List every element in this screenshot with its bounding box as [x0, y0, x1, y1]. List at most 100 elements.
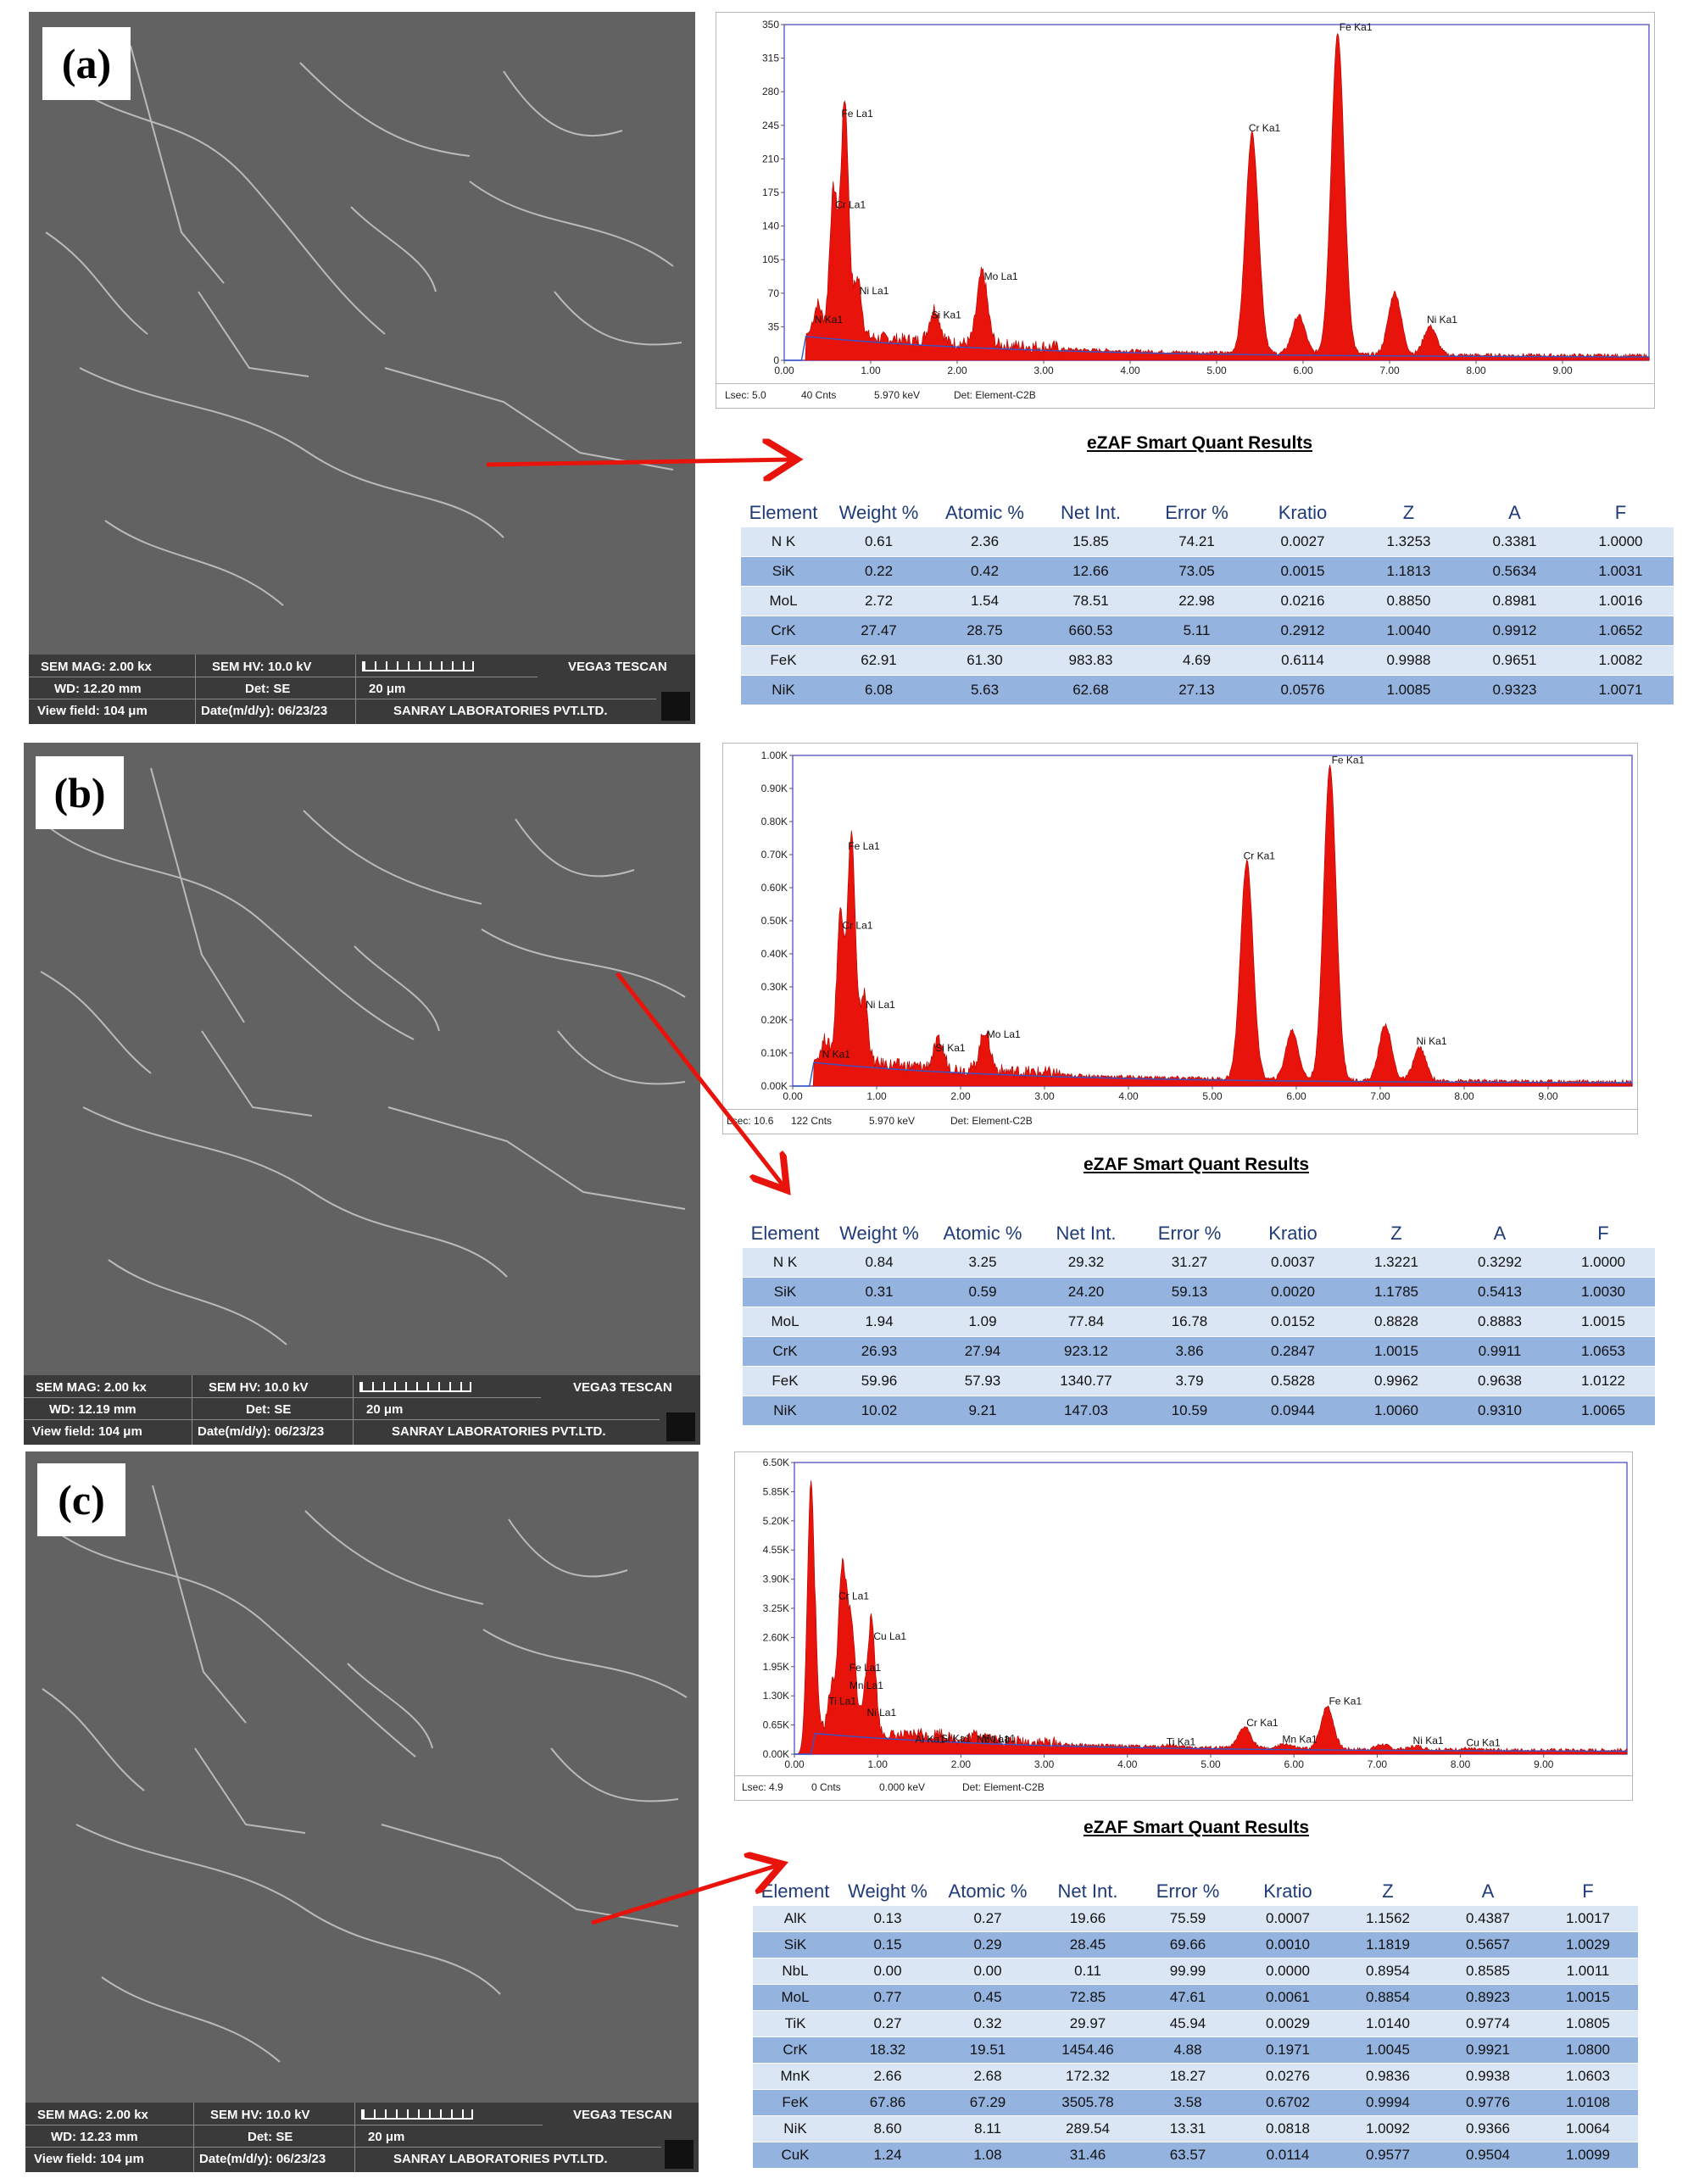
value-cell: 1.0108	[1538, 2089, 1638, 2116]
sem-texture-c	[42, 1485, 688, 2063]
y-tick-label: 175	[762, 187, 779, 198]
scale-bar-a	[362, 661, 474, 671]
value-cell: 0.0216	[1250, 586, 1356, 616]
table-row: NbL 0.00 0.00 0.11 99.99 0.0000 0.8954 0.8585 1.…	[753, 1958, 1638, 1985]
sem-hv-b: SEM HV: 10.0 kV	[209, 1380, 309, 1395]
y-tick-label: 0.20K	[761, 1014, 788, 1026]
value-cell: 0.8954	[1338, 1958, 1438, 1985]
background-fit-line	[784, 336, 1649, 361]
value-cell: 1.3221	[1345, 1248, 1448, 1278]
x-tick-label: 6.00	[1284, 1758, 1305, 1770]
value-cell: 1.0040	[1356, 616, 1462, 646]
col-header: Error %	[1138, 1877, 1238, 1906]
value-cell: 1.0045	[1338, 2036, 1438, 2064]
background-fit-line	[794, 1732, 1627, 1755]
value-cell: 1.0015	[1552, 1306, 1655, 1337]
x-tick-label: 0.00	[783, 1090, 803, 1102]
element-cell: SiK	[743, 1277, 827, 1307]
value-cell: 47.61	[1138, 1984, 1238, 2011]
peak-label: Cr La1	[842, 920, 872, 932]
value-cell: 0.8981	[1462, 586, 1568, 616]
element-cell: SiK	[741, 556, 826, 587]
y-tick-label: 0.10K	[761, 1047, 788, 1059]
col-header: Z	[1345, 1219, 1448, 1248]
y-tick-label: 35	[768, 320, 780, 332]
value-cell: 29.32	[1034, 1248, 1138, 1278]
value-cell: 0.61	[826, 527, 932, 557]
element-cell: FeK	[753, 2089, 838, 2116]
y-tick-label: 0.60K	[761, 882, 788, 894]
plot-frame	[794, 1462, 1628, 1755]
value-cell: 0.9836	[1338, 2063, 1438, 2090]
col-header: F	[1568, 499, 1674, 527]
value-cell: 1.0065	[1552, 1396, 1655, 1426]
peak-label: Fe La1	[848, 840, 880, 852]
value-cell: 62.68	[1038, 675, 1144, 705]
x-tick-label: 6.00	[1286, 1090, 1306, 1102]
sem-brand-b: VEGA3 TESCAN	[573, 1380, 672, 1395]
col-header: Element	[743, 1219, 827, 1248]
value-cell: 63.57	[1138, 2142, 1238, 2169]
sem-lab-b: SANRAY LABORATORIES PVT.LTD.	[392, 1424, 606, 1439]
sem-wd-a: WD: 12.20 mm	[54, 682, 142, 696]
plot-frame	[792, 755, 1633, 1087]
col-header: Atomic %	[931, 1219, 1034, 1248]
value-cell: 1.0017	[1538, 1906, 1638, 1932]
value-cell: 29.97	[1038, 2010, 1138, 2037]
value-cell: 18.27	[1138, 2063, 1238, 2090]
value-cell: 0.0114	[1238, 2142, 1338, 2169]
peak-label: Ni La1	[866, 999, 895, 1011]
x-tick-label: 2.00	[947, 365, 967, 376]
y-tick-label: 245	[762, 120, 779, 131]
peak-label: Cr La1	[835, 198, 866, 210]
x-tick-label: 1.00	[868, 1758, 889, 1770]
col-header: Weight %	[838, 1877, 938, 1906]
peak-label: Ni Ka1	[1427, 314, 1457, 326]
value-cell: 31.27	[1138, 1248, 1241, 1278]
value-cell: 69.66	[1138, 1931, 1238, 1958]
peak-label: Cr La1	[838, 1590, 869, 1602]
sem-scale-c: 20 μm	[368, 2130, 405, 2144]
value-cell: 61.30	[932, 645, 1038, 676]
value-cell: 9.21	[931, 1396, 1034, 1426]
value-cell: 0.1971	[1238, 2036, 1338, 2064]
value-cell: 0.0061	[1238, 1984, 1338, 2011]
table-row: FeK 67.86 67.29 3505.78 3.58 0.6702 0.9994 0.97…	[753, 2089, 1638, 2116]
value-cell: 59.96	[827, 1366, 931, 1396]
value-cell: 0.8923	[1438, 1984, 1538, 2011]
value-cell: 27.47	[826, 616, 932, 646]
col-header: Element	[753, 1877, 838, 1906]
value-cell: 57.93	[931, 1366, 1034, 1396]
value-cell: 0.9638	[1448, 1366, 1552, 1396]
value-cell: 0.27	[838, 2010, 938, 2037]
value-cell: 5.11	[1144, 616, 1250, 646]
value-cell: 78.51	[1038, 586, 1144, 616]
sem-wd-b: WD: 12.19 mm	[49, 1402, 136, 1417]
value-cell: 0.9911	[1448, 1336, 1552, 1367]
value-cell: 0.32	[938, 2010, 1038, 2037]
value-cell: 0.4387	[1438, 1906, 1538, 1932]
value-cell: 0.0576	[1250, 675, 1356, 705]
value-cell: 147.03	[1034, 1396, 1138, 1426]
y-tick-label: 350	[762, 19, 779, 31]
element-cell: NiK	[743, 1396, 827, 1426]
table-row: NiK 10.02 9.21 147.03 10.59 0.0944 1.0060 0.931…	[743, 1396, 1655, 1426]
y-tick-label: 0.40K	[761, 948, 788, 960]
value-cell: 5.63	[932, 675, 1038, 705]
y-tick-label: 70	[768, 287, 780, 299]
value-cell: 1.0031	[1568, 556, 1674, 587]
sem-info-bar-a: SEM MAG: 2.00 kx SEM HV: 10.0 kV VEGA3 T…	[29, 655, 695, 724]
value-cell: 0.15	[838, 1931, 938, 1958]
col-header: Atomic %	[938, 1877, 1038, 1906]
panel-c: (c) SEM MAG: 2.00 kx SEM HV: 10.0 kV VEG…	[0, 1441, 1688, 2184]
peak-label: N Ka1	[815, 314, 844, 326]
y-tick-label: 0.70K	[761, 849, 788, 861]
table-row: FeK 59.96 57.93 1340.77 3.79 0.5828 0.9962 0.96…	[743, 1366, 1655, 1396]
value-cell: 0.11	[1038, 1958, 1138, 1985]
value-cell: 10.02	[827, 1396, 931, 1426]
value-cell: 1.0082	[1568, 645, 1674, 676]
value-cell: 19.66	[1038, 1906, 1138, 1932]
value-cell: 0.0152	[1241, 1306, 1345, 1337]
table-row: FeK 62.91 61.30 983.83 4.69 0.6114 0.9988 0.965…	[741, 645, 1674, 676]
peak-label: Cr Ka1	[1246, 1717, 1279, 1729]
